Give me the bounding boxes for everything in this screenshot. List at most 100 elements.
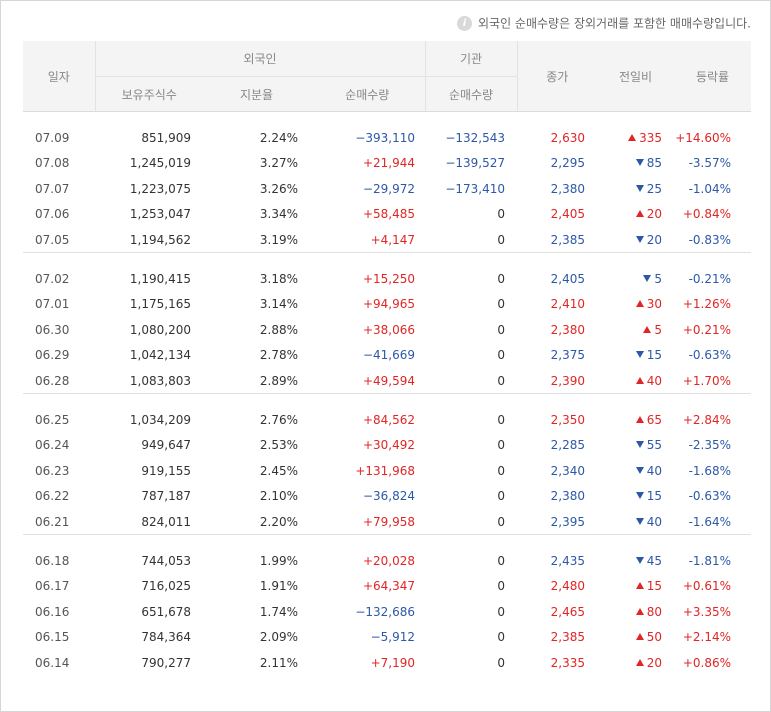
rate-cell: -1.04%	[688, 181, 732, 196]
table-row: 07.08 1,245,019 3.27% +21,944 −139,527 2,295 8…	[23, 151, 751, 177]
share-ratio-cell: 3.34%	[259, 207, 298, 222]
arrow-down-icon	[635, 235, 644, 243]
share-ratio-cell: 2.78%	[259, 348, 298, 363]
rate-cell: -1.64%	[674, 509, 752, 535]
change-cell: 20	[597, 202, 674, 228]
close-cell: 2,340	[550, 463, 586, 478]
change-cell: 335	[597, 125, 674, 151]
rate-cell: +2.84%	[682, 412, 732, 427]
date-cell: 06.24	[35, 438, 70, 453]
holdings-cell: 1,080,200	[129, 322, 191, 337]
rate-cell: +0.21%	[682, 322, 732, 337]
rate-cell: -2.35%	[688, 438, 732, 453]
foreign-net-cell: −5,912	[370, 630, 416, 645]
header-change: 전일비	[597, 41, 675, 112]
rate-cell: -0.63%	[688, 489, 732, 504]
foreign-trading-table: 일자 외국인 기관 종가 전일비 등락률 보유주식수 지분율 순매수량 순매수량…	[23, 41, 752, 676]
notice: i 외국인 순매수량은 장외거래를 포함한 매매수량입니다.	[457, 14, 751, 32]
inst-net-cell: 0	[497, 579, 506, 594]
change-cell: 65	[597, 407, 674, 433]
holdings-cell: 716,025	[141, 579, 191, 594]
share-ratio-cell: 2.20%	[203, 509, 310, 535]
holdings-cell: 1,034,209	[129, 412, 191, 427]
table-row: 06.21 824,011 2.20% +79,958 0 2,395 40 -1.64%	[23, 509, 752, 535]
change-value: 30	[646, 297, 663, 312]
close-cell: 2,375	[550, 348, 586, 363]
table-row: 06.16 651,678 1.74% −132,686 0 2,465 80 +3.35%	[23, 599, 751, 625]
change-cell: 40	[597, 368, 675, 394]
close-cell: 2,295	[550, 156, 586, 171]
table-row: 07.02 1,190,415 3.18% +15,250 0 2,405 5 -0.21%	[23, 266, 751, 292]
share-ratio-cell: 3.27%	[259, 156, 298, 171]
inst-net-cell: 0	[497, 412, 506, 427]
inst-net-cell: 0	[497, 438, 506, 453]
foreign-net-cell: −41,669	[362, 348, 416, 363]
change-cell: 40	[597, 458, 674, 484]
close-cell: 2,380	[550, 489, 586, 504]
foreign-net-cell: +84,562	[362, 412, 416, 427]
change-cell: 5	[597, 266, 674, 292]
change-cell: 25	[597, 176, 674, 202]
header-share-ratio: 지분율	[203, 76, 310, 112]
arrow-down-icon	[635, 466, 644, 474]
rate-cell: +14.60%	[675, 130, 732, 145]
share-ratio-cell: 2.11%	[259, 655, 298, 670]
change-value: 5	[654, 271, 663, 286]
table-row: 06.17 716,025 1.91% +64,347 0 2,480 15 +0.61%	[23, 574, 751, 600]
info-icon: i	[457, 16, 472, 31]
change-value: 45	[646, 553, 663, 568]
table-row: 07.07 1,223,075 3.26% −29,972 −173,410 2,380 2…	[23, 176, 751, 202]
date-cell: 07.09	[35, 130, 70, 145]
date-cell: 06.23	[35, 463, 70, 478]
share-ratio-cell: 1.91%	[259, 579, 298, 594]
change-value: 20	[646, 655, 663, 670]
change-cell: 45	[597, 548, 674, 574]
change-value: 40	[646, 514, 663, 529]
holdings-cell: 1,245,019	[129, 156, 191, 171]
change-cell: 20	[597, 227, 675, 253]
date-cell: 06.17	[35, 579, 70, 594]
share-ratio-cell: 2.09%	[259, 630, 298, 645]
inst-net-cell: 0	[497, 463, 506, 478]
header-rate: 등락률	[674, 41, 752, 112]
rate-cell: -1.68%	[688, 463, 732, 478]
inst-net-cell: 0	[497, 604, 506, 619]
holdings-cell: 1,083,803	[95, 368, 203, 394]
date-cell: 06.21	[23, 509, 95, 535]
holdings-cell: 949,647	[141, 438, 191, 453]
inst-net-cell: 0	[497, 630, 506, 645]
arrow-down-icon	[635, 492, 644, 500]
arrow-down-icon	[635, 159, 644, 167]
date-cell: 06.22	[35, 489, 70, 504]
header-date: 일자	[23, 41, 95, 112]
holdings-cell: 744,053	[141, 553, 191, 568]
change-cell: 15	[597, 574, 674, 600]
close-cell: 2,380	[550, 181, 586, 196]
change-cell: 5	[597, 317, 674, 343]
share-ratio-cell: 1.99%	[259, 553, 298, 568]
table-row: 06.25 1,034,209 2.76% +84,562 0 2,350 65 +2.84%	[23, 407, 751, 433]
date-cell: 07.02	[35, 271, 70, 286]
holdings-cell: 1,042,134	[129, 348, 191, 363]
rate-cell: -3.57%	[688, 156, 732, 171]
holdings-cell: 790,277	[141, 655, 191, 670]
arrow-down-icon	[635, 184, 644, 192]
rate-cell: +0.84%	[682, 207, 732, 222]
share-ratio-cell: 2.53%	[259, 438, 298, 453]
share-ratio-cell: 3.18%	[259, 271, 298, 286]
arrow-up-icon	[635, 633, 644, 641]
holdings-cell: 919,155	[141, 463, 191, 478]
table-row: 06.24 949,647 2.53% +30,492 0 2,285 55 -2.35%	[23, 433, 751, 459]
arrow-up-icon	[635, 582, 644, 590]
foreign-net-cell: +7,190	[370, 655, 416, 670]
change-value: 80	[646, 604, 663, 619]
close-cell: 2,350	[550, 412, 586, 427]
arrow-up-icon	[635, 300, 644, 308]
arrow-down-icon	[635, 441, 644, 449]
date-cell: 07.07	[35, 181, 70, 196]
inst-net-cell: 0	[497, 553, 506, 568]
foreign-net-cell: −132,686	[355, 604, 416, 619]
rate-cell: +0.86%	[682, 655, 732, 670]
inst-net-cell: 0	[497, 297, 506, 312]
share-ratio-cell: 2.76%	[259, 412, 298, 427]
